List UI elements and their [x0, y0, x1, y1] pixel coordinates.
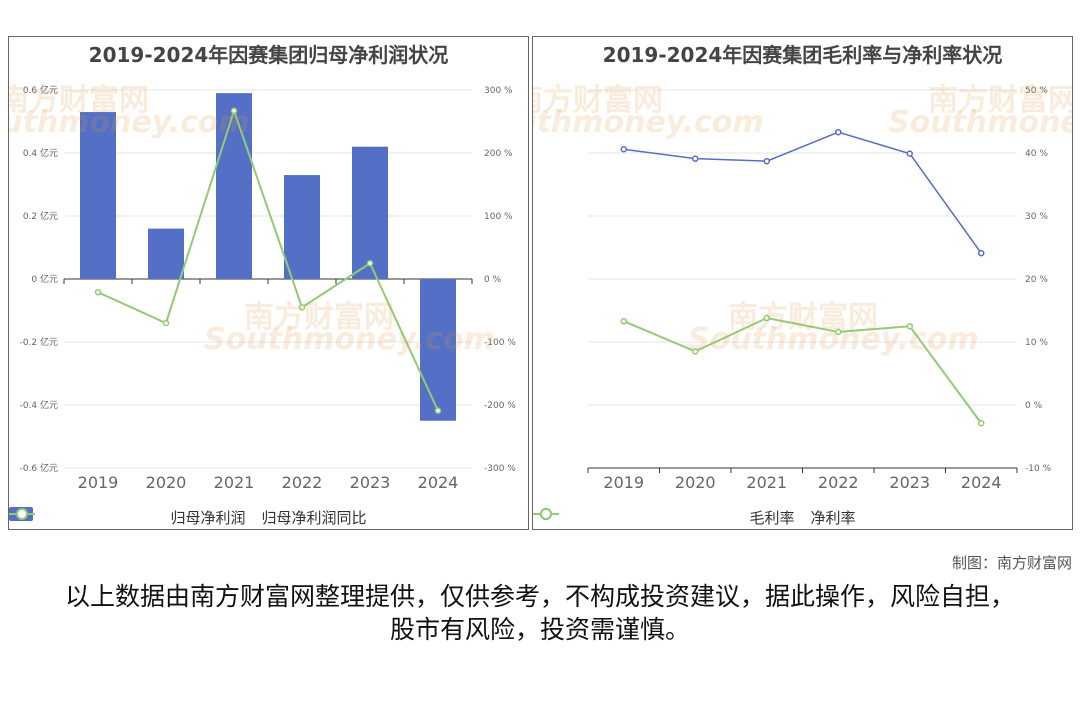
y2-tick-label: 0 %: [1025, 401, 1043, 411]
x-tick-label: 2019: [603, 473, 644, 492]
bar: [216, 93, 252, 280]
y-tick-label: -0.6 亿元: [20, 462, 58, 474]
legend-label: 归母净利润同比: [261, 509, 367, 527]
line-point: [835, 128, 842, 136]
x-tick-label: 2023: [350, 473, 391, 492]
margin-chart-panel: 2019-2024年因赛集团毛利率与净利率状况 50 % 40 % 30 % 20 %…: [532, 36, 1073, 530]
y2-tick-label: -10 %: [1025, 464, 1052, 474]
line-point: [763, 157, 770, 165]
y-tick-label: 0.4 亿元: [23, 147, 58, 159]
y2-tick-label: 100 %: [484, 212, 513, 222]
margin-chart: 50 % 40 % 30 % 20 % 10 % 0 % -10 % 2019 2020 2021…: [587, 86, 1052, 492]
net-profit-chart-panel: 2019-2024年因赛集团归母净利润状况 0.6 亿元 300 % 0.4 亿元 2…: [8, 36, 529, 530]
line-swatch-icon: [9, 508, 35, 520]
disclaimer-text: 以上数据由南方财富网整理提供，仅供参考，不构成投资建议，据此操作，风险自担，股市…: [64, 582, 1015, 644]
x-tick-label: 2020: [675, 473, 716, 492]
line-point: [298, 304, 306, 311]
x-tick-label: 2019: [78, 473, 119, 492]
chart-title: 2019-2024年因赛集团归母净利润状况: [88, 43, 449, 67]
legend-item-gross-margin[interactable]: 毛利率: [533, 507, 795, 528]
y-tick-label: 0 亿元: [31, 273, 58, 285]
x-tick-label: 2023: [889, 473, 930, 492]
series-line: [623, 317, 983, 424]
legend-label: 归母净利润: [170, 509, 246, 527]
y-tick-label: -0.2 亿元: [20, 336, 58, 348]
line-point: [692, 155, 699, 162]
y-tick-label: 0.6 亿元: [23, 84, 58, 96]
legend: 归母净利润 归母净利润同比: [9, 507, 528, 528]
y2-tick-label: 0 %: [484, 275, 502, 285]
x-tick-label: 2024: [418, 473, 459, 492]
y2-tick-label: 30 %: [1025, 212, 1048, 222]
y2-tick-label: 50 %: [1025, 86, 1048, 96]
y2-tick-label: 10 %: [1025, 338, 1048, 348]
bar: [80, 112, 116, 279]
x-tick-label: 2022: [282, 473, 323, 492]
legend-item-net-margin[interactable]: 净利率: [533, 507, 856, 528]
x-tick-label: 2022: [818, 473, 859, 492]
legend-item-net-profit[interactable]: 归母净利润: [9, 507, 246, 528]
y2-tick-label: 200 %: [484, 149, 513, 159]
y2-tick-label: 20 %: [1025, 275, 1048, 285]
legend: 毛利率 净利率: [533, 507, 1072, 528]
y2-tick-label: 300 %: [484, 86, 513, 96]
line-point: [692, 348, 699, 355]
x-tick-label: 2021: [214, 473, 255, 492]
y-tick-label: 0.2 亿元: [23, 210, 58, 222]
series-line: [97, 107, 439, 412]
x-tick-label: 2021: [746, 473, 787, 492]
y2-tick-label: -200 %: [484, 401, 516, 411]
line-point: [230, 107, 238, 115]
legend-label: 净利率: [810, 509, 856, 527]
line-point: [906, 150, 913, 157]
line-point: [978, 249, 985, 257]
series-line: [623, 131, 982, 254]
y2-tick-label: 40 %: [1025, 149, 1048, 159]
y2-tick-label: -300 %: [484, 464, 516, 474]
legend-item-net-profit-yoy[interactable]: 归母净利润同比: [9, 507, 367, 528]
line-point: [763, 314, 770, 322]
bar: [352, 146, 388, 279]
line-point: [906, 323, 913, 330]
y2-tick-label: -100 %: [484, 338, 516, 348]
bar: [284, 175, 320, 279]
x-tick-label: 2020: [146, 473, 187, 492]
line-point: [620, 145, 627, 153]
bar: [148, 228, 184, 279]
line-point: [835, 328, 842, 336]
line-point: [162, 319, 170, 327]
y-tick-label: -0.4 亿元: [20, 399, 58, 411]
line-point: [434, 407, 442, 414]
line-point: [94, 288, 102, 296]
chart-credit: 制图：南方财富网: [951, 554, 1072, 572]
line-point: [366, 260, 374, 267]
x-tick-label: 2024: [961, 473, 1002, 492]
bar: [420, 279, 456, 421]
net-profit-chart: 0.6 亿元 300 % 0.4 亿元 200 % 0.2 亿元 100 % 0 亿元 0 %…: [20, 84, 517, 492]
line-point: [620, 317, 627, 325]
chart-title: 2019-2024年因赛集团毛利率与净利率状况: [602, 43, 1003, 67]
line-swatch-icon: [533, 508, 559, 520]
legend-label: 毛利率: [749, 509, 795, 527]
line-point: [978, 420, 985, 427]
